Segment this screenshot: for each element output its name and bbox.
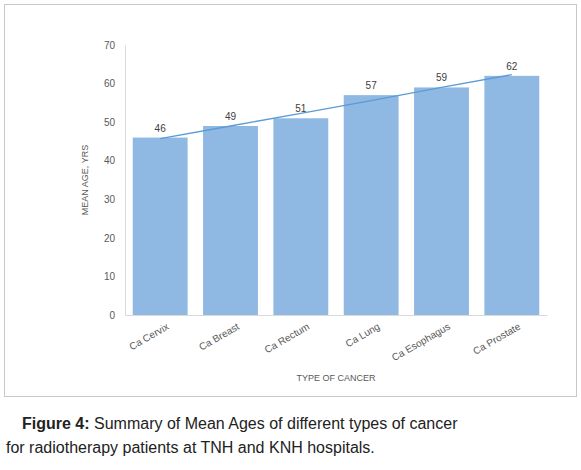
y-tick: 70: [104, 40, 125, 51]
y-tick: 60: [104, 78, 125, 89]
x-tick: Ca Breast: [197, 315, 241, 352]
y-tick-label: 50: [104, 117, 116, 128]
caption: Figure 4: Summary of Mean Ages of differ…: [6, 415, 458, 456]
y-axis: 0 10 20 30 40 50 60 70: [104, 40, 126, 321]
caption-text: Summary of Mean Ages of different types …: [94, 415, 458, 432]
x-tick-label: Ca Prostate: [471, 321, 523, 357]
bar: [133, 138, 188, 315]
x-axis: Ca Cervix Ca Breast Ca Rectum Ca Lung Ca Eso…: [126, 315, 548, 363]
y-tick-label: 0: [109, 310, 115, 321]
x-tick: Ca Lung: [343, 315, 381, 349]
x-tick: Ca Prostate: [471, 315, 523, 357]
y-axis-title: MEAN AGE, YRS: [80, 145, 90, 215]
x-tick-label: Ca Cervix: [127, 321, 171, 352]
data-label: 46: [155, 123, 167, 134]
bar: [273, 118, 328, 315]
caption-line: Figure 4: Summary of Mean Ages of differ…: [22, 415, 458, 432]
trend-line: [160, 75, 512, 139]
y-tick: 0: [109, 310, 125, 321]
y-tick: 40: [104, 155, 125, 166]
bar: [344, 95, 399, 315]
data-label: 59: [436, 72, 448, 83]
y-tick-label: 70: [104, 40, 116, 51]
bar: [203, 126, 258, 315]
bar: [484, 76, 539, 315]
caption-label: Figure 4:: [22, 415, 90, 432]
data-labels: 46 49 51 57 59 62: [155, 61, 518, 134]
chart: 0 10 20 30 40 50 60 70 Ca Cervix Ca Breast Ca Rect…: [0, 0, 581, 470]
caption-text: for radiotherapy patients at TNH and KNH…: [6, 439, 375, 456]
data-label: 51: [295, 103, 307, 114]
x-tick-label: Ca Rectum: [263, 321, 312, 356]
data-label: 57: [366, 80, 378, 91]
x-tick-label: Ca Lung: [343, 321, 381, 349]
y-tick-label: 10: [104, 271, 116, 282]
plot-marks: [133, 75, 540, 315]
y-tick: 50: [104, 117, 125, 128]
y-tick-label: 20: [104, 233, 116, 244]
y-axis-line: [125, 46, 126, 316]
chart-frame: [5, 5, 577, 397]
x-axis-title: TYPE OF CANCER: [296, 373, 376, 383]
x-tick-label: Ca Breast: [197, 321, 241, 353]
x-tick: Ca Rectum: [263, 315, 312, 355]
bar: [414, 87, 469, 315]
y-tick-label: 60: [104, 78, 116, 89]
y-tick: 10: [104, 271, 125, 282]
y-tick-label: 40: [104, 155, 116, 166]
data-label: 49: [225, 111, 237, 122]
y-tick-label: 30: [104, 194, 116, 205]
x-tick: Ca Esophagus: [390, 315, 452, 363]
x-axis-line: [126, 315, 548, 316]
x-tick-label: Ca Esophagus: [390, 321, 452, 363]
x-tick: Ca Cervix: [127, 315, 171, 352]
data-label: 62: [506, 61, 518, 72]
y-tick: 30: [104, 194, 125, 205]
y-tick: 20: [104, 233, 125, 244]
